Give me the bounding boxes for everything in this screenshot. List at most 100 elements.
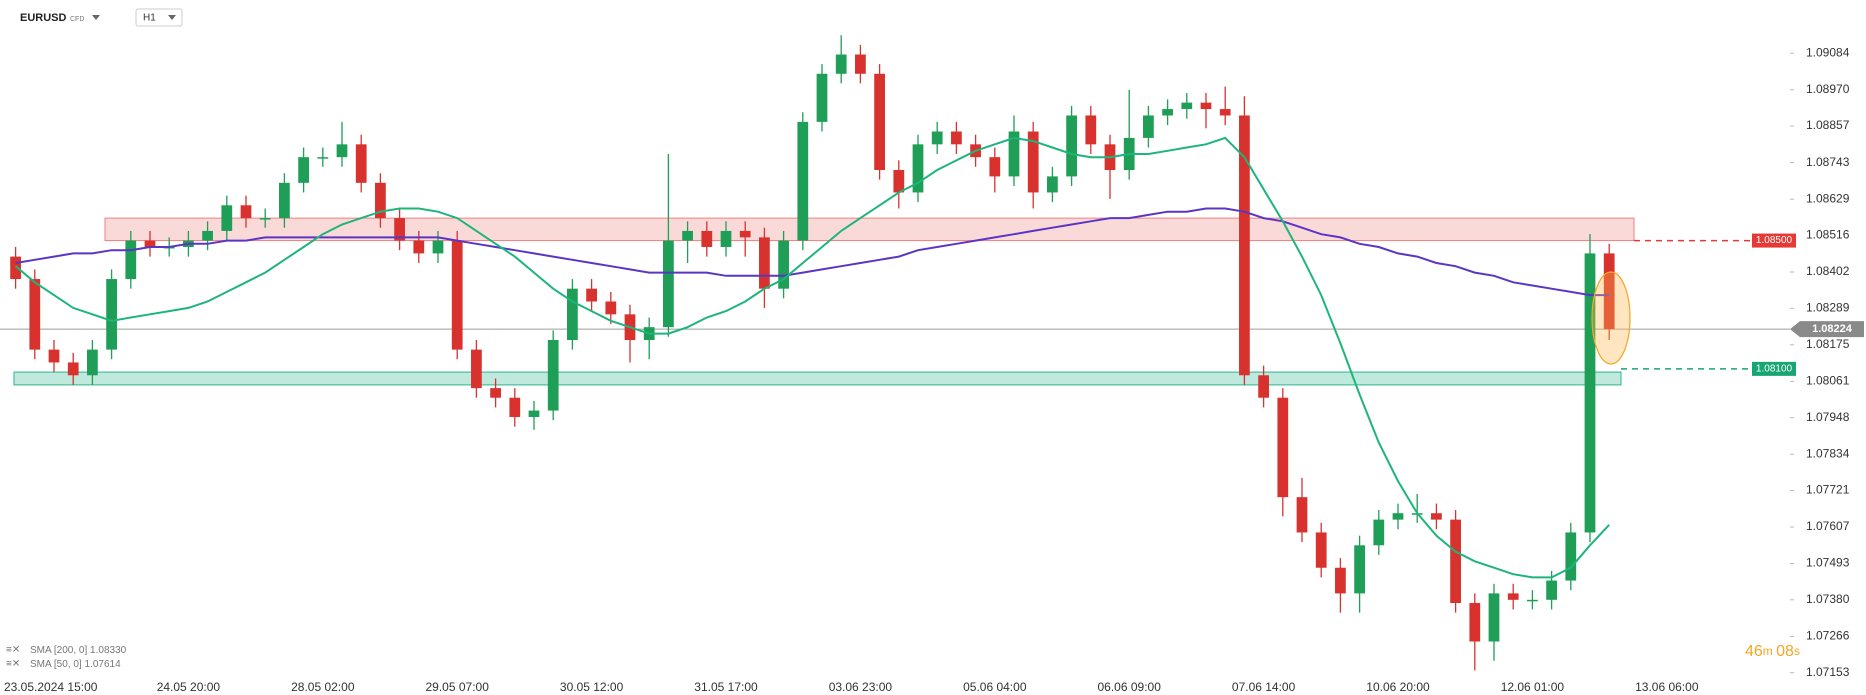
candle-body bbox=[202, 230, 213, 241]
legend-entry: SMA [200, 0] 1.08330 bbox=[30, 645, 127, 656]
legend-name: SMA [200, 0] bbox=[30, 645, 87, 656]
candle-body bbox=[1219, 109, 1231, 116]
annotation-ellipse bbox=[1591, 271, 1631, 365]
candle-body bbox=[547, 340, 559, 411]
x-tick-label: 23.05.2024 15:00 bbox=[4, 680, 98, 694]
candle-body bbox=[10, 256, 21, 280]
y-tick-label: 1.07266 bbox=[1806, 629, 1850, 643]
candle-body bbox=[835, 54, 847, 74]
candle-body bbox=[1277, 397, 1289, 498]
legend-value: 1.08330 bbox=[90, 645, 127, 656]
candle-body bbox=[1335, 567, 1346, 594]
candle-body bbox=[298, 157, 309, 183]
candle-body bbox=[451, 240, 463, 350]
legend-name: SMA [50, 0] bbox=[30, 659, 82, 670]
y-tick-label: 1.08402 bbox=[1806, 264, 1850, 278]
candle-body bbox=[586, 288, 597, 302]
x-tick-label: 10.06 20:00 bbox=[1366, 680, 1430, 694]
candle-body bbox=[432, 240, 444, 254]
y-tick-label: 1.08970 bbox=[1806, 82, 1850, 96]
x-tick-label: 12.06 01:00 bbox=[1501, 680, 1565, 694]
candle-body bbox=[471, 349, 482, 389]
instrument-type: CFD bbox=[70, 16, 84, 23]
candle-body bbox=[221, 205, 233, 231]
candle-body bbox=[1584, 253, 1596, 533]
level-label-box bbox=[1752, 361, 1796, 376]
zone bbox=[13, 371, 1622, 386]
candle-body bbox=[567, 288, 578, 340]
candle-body bbox=[1603, 253, 1615, 330]
timer-unit: s bbox=[1794, 644, 1800, 658]
candle-body bbox=[528, 410, 540, 417]
timer-minutes: 46 bbox=[1745, 643, 1763, 660]
candle-body bbox=[1162, 109, 1173, 116]
candle-body bbox=[1143, 115, 1154, 138]
timeframe[interactable]: H1 bbox=[143, 13, 156, 24]
candle-body bbox=[1450, 519, 1461, 604]
y-tick-label: 1.08857 bbox=[1806, 118, 1850, 132]
candle-body bbox=[1047, 176, 1058, 193]
candle-body bbox=[1565, 532, 1577, 581]
candle-body bbox=[682, 230, 693, 241]
y-tick-label: 1.08743 bbox=[1806, 155, 1850, 169]
x-tick-label: 13.06 06:00 bbox=[1635, 680, 1699, 694]
legend-icon[interactable]: ≡✕ bbox=[6, 645, 20, 656]
x-tick-label: 28.05 02:00 bbox=[291, 680, 355, 694]
level-label: 1.08100 bbox=[1756, 364, 1793, 375]
symbol-dropdown[interactable] bbox=[92, 15, 100, 20]
candle-body bbox=[48, 349, 60, 363]
candle-body bbox=[509, 397, 521, 417]
candle-body bbox=[701, 230, 713, 247]
y-tick-label: 1.07607 bbox=[1806, 519, 1850, 533]
candle-body bbox=[317, 157, 329, 159]
candle-body bbox=[874, 73, 885, 170]
candle-body bbox=[605, 301, 617, 315]
candle-body bbox=[1488, 593, 1500, 642]
candle-body bbox=[1315, 532, 1327, 568]
timeframe-dropdown[interactable] bbox=[168, 15, 176, 20]
legend-icon[interactable]: ≡✕ bbox=[6, 659, 20, 670]
x-tick-label: 29.05 07:00 bbox=[425, 680, 489, 694]
y-tick-label: 1.09084 bbox=[1806, 45, 1850, 59]
candle-body bbox=[1507, 593, 1519, 600]
candle-body bbox=[125, 240, 137, 280]
x-tick-label: 06.06 09:00 bbox=[1097, 680, 1161, 694]
candle-body bbox=[797, 121, 809, 241]
legend: ≡✕ SMA [200, 0] 1.08330 ≡✕ SMA [50, 0] 1… bbox=[6, 645, 127, 670]
candle-body bbox=[1296, 497, 1308, 533]
candle-body bbox=[1546, 580, 1557, 600]
zone bbox=[104, 217, 1635, 242]
candle-body bbox=[394, 218, 405, 241]
candle-body bbox=[1200, 102, 1212, 110]
level-label-box bbox=[1752, 233, 1796, 248]
candle-body bbox=[1085, 115, 1097, 145]
candle-body bbox=[144, 240, 156, 247]
candle-body bbox=[1354, 545, 1365, 594]
x-tick-label: 24.05 20:00 bbox=[157, 680, 221, 694]
sma-line bbox=[15, 207, 1610, 297]
candle-body bbox=[989, 157, 1001, 177]
x-tick-label: 30.05 12:00 bbox=[560, 680, 624, 694]
y-tick-label: 1.07153 bbox=[1806, 665, 1850, 679]
candle-body bbox=[1008, 131, 1020, 177]
candle-body bbox=[1527, 599, 1538, 602]
candle-body bbox=[893, 170, 905, 193]
timeframe-box[interactable] bbox=[135, 8, 183, 27]
candle-body bbox=[1373, 519, 1385, 546]
y-tick-label: 1.08629 bbox=[1806, 191, 1850, 205]
symbol[interactable]: EURUSD bbox=[20, 12, 67, 24]
timer-unit: m bbox=[1763, 644, 1773, 658]
candle-body bbox=[375, 182, 386, 219]
candle-body bbox=[739, 230, 751, 238]
y-tick-label: 1.08175 bbox=[1806, 337, 1850, 351]
y-tick-label: 1.08516 bbox=[1806, 228, 1850, 242]
candle-body bbox=[816, 73, 828, 122]
candle-body bbox=[490, 388, 501, 398]
timer-seconds: 08 bbox=[1776, 643, 1794, 660]
candle-body bbox=[279, 182, 290, 219]
x-tick-label: 31.05 17:00 bbox=[694, 680, 758, 694]
candle-body bbox=[87, 349, 98, 376]
y-tick-label: 1.07380 bbox=[1806, 592, 1850, 606]
candle-body bbox=[912, 144, 924, 193]
